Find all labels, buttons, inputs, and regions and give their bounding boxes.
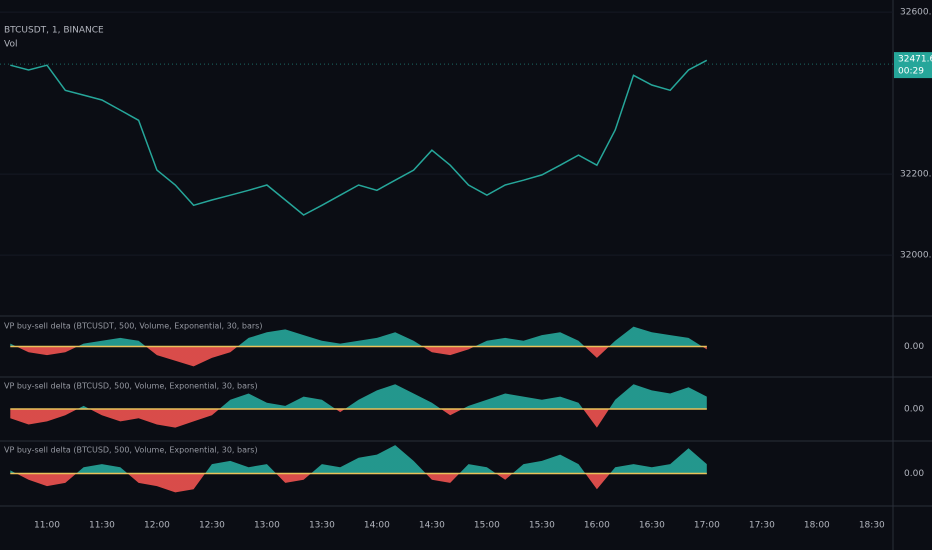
y-tick-label: 32000.00 [900, 251, 932, 261]
x-tick-label: 15:30 [529, 521, 555, 531]
x-tick-label: 18:00 [804, 521, 830, 531]
indicator-title: VP buy-sell delta (BTCUSD, 500, Volume, … [4, 382, 258, 391]
x-tick-label: 12:30 [199, 521, 225, 531]
x-tick-label: 14:30 [419, 521, 445, 531]
x-tick-label: 13:00 [254, 521, 280, 531]
x-tick-label: 13:30 [309, 521, 335, 531]
y-tick-label: 0.00 [904, 469, 924, 479]
x-tick-label: 17:30 [749, 521, 775, 531]
price-line [10, 59, 708, 216]
last-price-badge [894, 52, 932, 79]
countdown-label: 00:29 [898, 67, 924, 77]
x-tick-label: 15:00 [474, 521, 500, 531]
x-tick-label: 12:00 [144, 521, 170, 531]
y-tick-label: 0.00 [904, 405, 924, 415]
y-tick-label: 0.00 [904, 342, 924, 352]
x-tick-label: 14:00 [364, 521, 390, 531]
indicator-title: VP buy-sell delta (BTCUSD, 500, Volume, … [4, 446, 258, 455]
x-tick-label: 16:00 [584, 521, 610, 531]
last-price-label: 32471.68 [898, 55, 932, 65]
x-tick-label: 11:00 [34, 521, 60, 531]
x-tick-label: 16:30 [639, 521, 665, 531]
delta-area [10, 445, 707, 493]
x-tick-label: 17:00 [694, 521, 720, 531]
y-tick-label: 32600.00 [900, 8, 932, 18]
symbol-label: BTCUSDT, 1, BINANCE [4, 26, 104, 36]
delta-area [10, 384, 707, 428]
indicator-title: VP buy-sell delta (BTCUSDT, 500, Volume,… [4, 322, 262, 331]
y-tick-label: 32200.00 [900, 170, 932, 180]
x-tick-label: 18:30 [859, 521, 885, 531]
volume-label: Vol [4, 40, 17, 50]
x-tick-label: 11:30 [89, 521, 115, 531]
